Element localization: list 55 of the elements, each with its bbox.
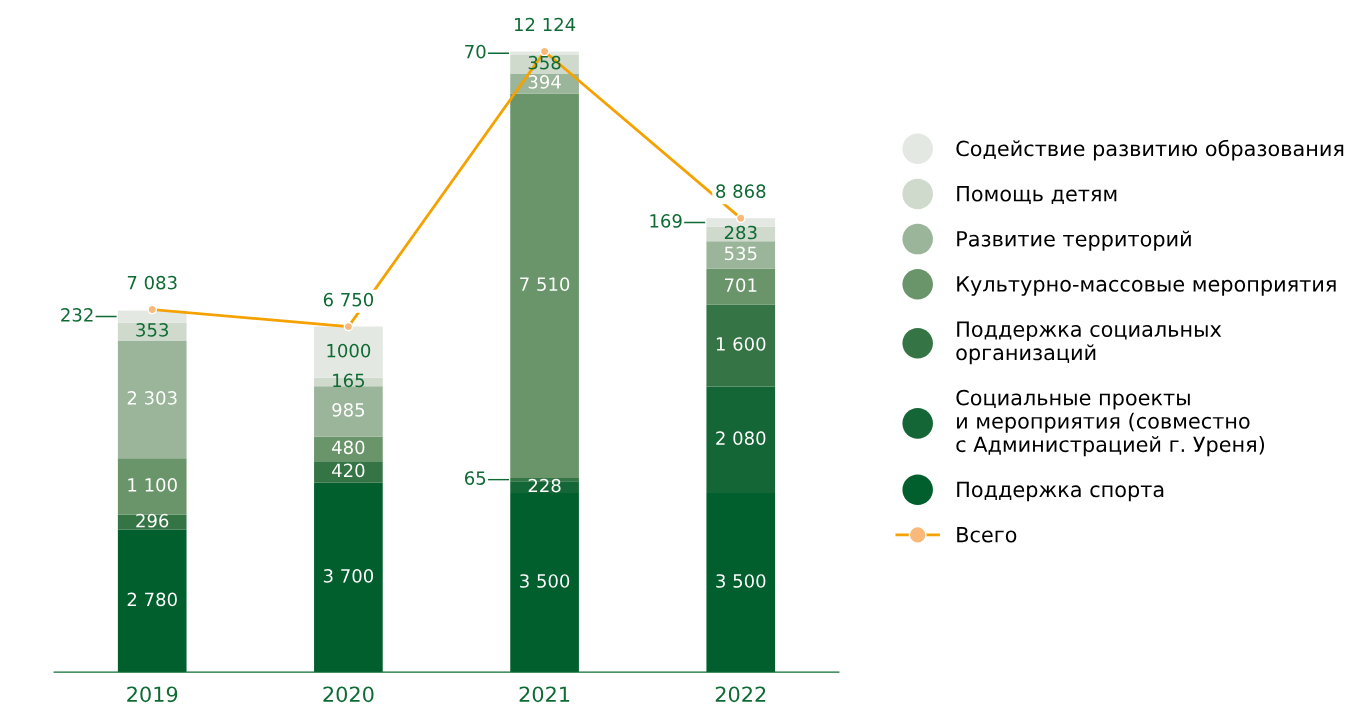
x-tick-label: 2020 (323, 686, 374, 703)
data-label: 2 080 (716, 431, 766, 445)
legend-label: Поддержка спорта (957, 481, 1164, 502)
data-label: 420 (332, 463, 365, 478)
legend-label: Помощь детям (957, 186, 1117, 205)
data-label: 165 (333, 373, 365, 388)
data-label: 7 083 (127, 275, 177, 290)
bar (314, 482, 383, 673)
data-label: 3 500 (520, 574, 570, 588)
bar (117, 458, 187, 515)
data-label: 232 (61, 308, 93, 322)
bar (314, 386, 383, 437)
x-tick-label: 2022 (715, 686, 766, 703)
data-label: 283 (724, 225, 757, 240)
bar (510, 492, 579, 673)
data-label: 7 510 (520, 277, 570, 291)
legend-label: Поддержка социальных организаций (956, 321, 1222, 365)
x-tick-label: 2019 (127, 686, 178, 703)
data-label: 353 (136, 323, 168, 337)
bar (706, 304, 776, 387)
data-label: 169 (650, 214, 682, 228)
data-label: 535 (724, 246, 757, 261)
legend-label: Содействие развитию образования (956, 139, 1344, 161)
bar (706, 218, 776, 227)
bar (706, 241, 776, 269)
legend-label: Культурно-массовые мероприятия (957, 276, 1336, 296)
x-tick-label: 2021 (519, 686, 570, 703)
legend-label: Всего (957, 526, 1017, 543)
bar (510, 93, 579, 478)
data-label: 12 124 (514, 17, 576, 32)
legend-label: Развитие территорий (957, 230, 1191, 251)
bar (706, 268, 776, 305)
bar (117, 529, 187, 673)
data-label: 296 (136, 513, 169, 528)
data-label: 2 303 (127, 391, 177, 405)
data-label: 65 (464, 471, 486, 485)
bar (706, 386, 776, 493)
data-label: 985 (332, 403, 365, 417)
bar (117, 340, 187, 459)
data-label: 480 (332, 440, 365, 455)
data-label: 228 (528, 478, 561, 493)
data-label: 1 100 (128, 478, 177, 492)
data-label: 3 700 (323, 569, 374, 583)
data-label: 394 (528, 75, 561, 89)
data-label: 1000 (327, 343, 371, 358)
data-label: 1 600 (716, 337, 766, 351)
data-label: 6 750 (323, 292, 374, 307)
data-label: 2 780 (127, 592, 177, 607)
legend-label: Социальные проекты и мероприятия (совместно с Администрацией г. Уреня) (956, 389, 1265, 457)
data-label: 701 (725, 278, 757, 292)
data-label: 70 (465, 44, 486, 59)
data-label: 3 500 (716, 574, 766, 588)
bar (706, 492, 776, 673)
bar (314, 461, 383, 483)
data-label: 8 868 (716, 184, 766, 199)
